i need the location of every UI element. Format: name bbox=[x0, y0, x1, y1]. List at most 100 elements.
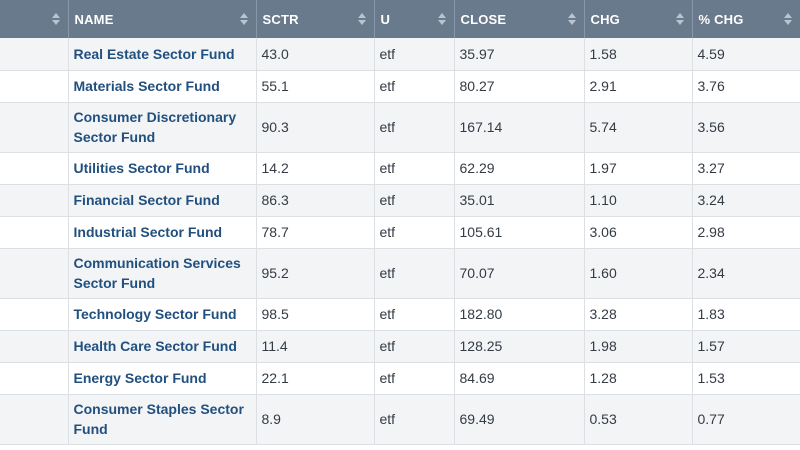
close-cell: 167.14 bbox=[454, 102, 585, 153]
sort-arrows-icon[interactable] bbox=[357, 13, 366, 25]
chg-cell: 1.58 bbox=[584, 38, 693, 71]
chg-cell: 1.28 bbox=[584, 362, 693, 395]
fund-name-link[interactable]: Health Care Sector Fund bbox=[73, 338, 237, 354]
fund-name-link[interactable]: Materials Sector Fund bbox=[73, 78, 220, 94]
column-header-name[interactable]: NAME bbox=[68, 0, 257, 38]
column-header-close[interactable]: CLOSE bbox=[454, 0, 585, 38]
sctr-cell: 11.4 bbox=[256, 330, 375, 363]
sctr-cell: 8.9 bbox=[256, 394, 375, 445]
fund-name-link[interactable]: Technology Sector Fund bbox=[73, 306, 237, 322]
table-row[interactable]: Technology Sector Fund 98.5 etf 182.80 3… bbox=[0, 298, 800, 331]
pct-chg-cell: 3.76 bbox=[692, 70, 800, 103]
column-header-close-label: CLOSE bbox=[460, 11, 507, 27]
table-row[interactable]: Real Estate Sector Fund 43.0 etf 35.97 1… bbox=[0, 38, 800, 71]
fund-name-link[interactable]: Communication Services Sector Fund bbox=[73, 255, 241, 291]
close-cell: 69.49 bbox=[454, 394, 585, 445]
fund-name-cell: Communication Services Sector Fund bbox=[68, 248, 257, 299]
fund-name-cell: Financial Sector Fund bbox=[68, 184, 257, 217]
fund-name-link[interactable]: Financial Sector Fund bbox=[73, 192, 220, 208]
table-header: NAME SCTR U CLOSE CHG % CHG bbox=[0, 0, 800, 38]
row-select-cell[interactable] bbox=[0, 184, 69, 217]
column-header-pct-chg-label: % CHG bbox=[698, 11, 744, 27]
sort-arrows-icon[interactable] bbox=[239, 13, 248, 25]
pct-chg-cell: 2.98 bbox=[692, 216, 800, 249]
row-select-cell[interactable] bbox=[0, 152, 69, 185]
chg-cell: 3.28 bbox=[584, 298, 693, 331]
table-row[interactable]: Industrial Sector Fund 78.7 etf 105.61 3… bbox=[0, 216, 800, 249]
column-header-pct-chg[interactable]: % CHG bbox=[692, 0, 800, 38]
sctr-cell: 55.1 bbox=[256, 70, 375, 103]
column-header-name-label: NAME bbox=[74, 11, 114, 27]
u-cell: etf bbox=[374, 152, 455, 185]
row-select-cell[interactable] bbox=[0, 248, 69, 299]
sort-arrows-icon[interactable] bbox=[675, 13, 684, 25]
table-row[interactable]: Consumer Discretionary Sector Fund 90.3 … bbox=[0, 102, 800, 153]
column-header-chg[interactable]: CHG bbox=[584, 0, 693, 38]
sort-arrows-icon[interactable] bbox=[783, 13, 792, 25]
fund-name-link[interactable]: Industrial Sector Fund bbox=[73, 224, 223, 240]
sort-arrows-icon[interactable] bbox=[437, 13, 446, 25]
fund-name-cell: Industrial Sector Fund bbox=[68, 216, 257, 249]
column-header-chg-label: CHG bbox=[590, 11, 620, 27]
fund-name-link[interactable]: Consumer Staples Sector Fund bbox=[73, 401, 244, 437]
table-row[interactable]: Financial Sector Fund 86.3 etf 35.01 1.1… bbox=[0, 184, 800, 217]
table-body: Real Estate Sector Fund 43.0 etf 35.97 1… bbox=[0, 38, 800, 445]
close-cell: 182.80 bbox=[454, 298, 585, 331]
fund-name-cell: Materials Sector Fund bbox=[68, 70, 257, 103]
sctr-cell: 98.5 bbox=[256, 298, 375, 331]
column-header-u-label: U bbox=[380, 11, 391, 27]
column-header-sctr[interactable]: SCTR bbox=[256, 0, 375, 38]
column-header-u[interactable]: U bbox=[374, 0, 455, 38]
pct-chg-cell: 2.34 bbox=[692, 248, 800, 299]
u-cell: etf bbox=[374, 330, 455, 363]
row-select-cell[interactable] bbox=[0, 216, 69, 249]
row-select-cell[interactable] bbox=[0, 362, 69, 395]
table-row[interactable]: Consumer Staples Sector Fund 8.9 etf 69.… bbox=[0, 394, 800, 445]
sctr-cell: 22.1 bbox=[256, 362, 375, 395]
fund-name-cell: Real Estate Sector Fund bbox=[68, 38, 257, 71]
fund-name-link[interactable]: Consumer Discretionary Sector Fund bbox=[73, 109, 237, 145]
row-select-cell[interactable] bbox=[0, 70, 69, 103]
pct-chg-cell: 1.53 bbox=[692, 362, 800, 395]
row-select-cell[interactable] bbox=[0, 102, 69, 153]
table-row[interactable]: Health Care Sector Fund 11.4 etf 128.25 … bbox=[0, 330, 800, 363]
u-cell: etf bbox=[374, 394, 455, 445]
sort-arrows-icon[interactable] bbox=[51, 13, 60, 25]
pct-chg-cell: 1.83 bbox=[692, 298, 800, 331]
column-header-sctr-label: SCTR bbox=[262, 11, 299, 27]
table-row[interactable]: Energy Sector Fund 22.1 etf 84.69 1.28 1… bbox=[0, 362, 800, 395]
chg-cell: 3.06 bbox=[584, 216, 693, 249]
chg-cell: 0.53 bbox=[584, 394, 693, 445]
pct-chg-cell: 3.27 bbox=[692, 152, 800, 185]
row-select-cell[interactable] bbox=[0, 298, 69, 331]
chg-cell: 1.60 bbox=[584, 248, 693, 299]
table-row[interactable]: Utilities Sector Fund 14.2 etf 62.29 1.9… bbox=[0, 152, 800, 185]
sctr-cell: 78.7 bbox=[256, 216, 375, 249]
fund-name-cell: Technology Sector Fund bbox=[68, 298, 257, 331]
column-header-select[interactable] bbox=[0, 0, 69, 38]
sctr-cell: 95.2 bbox=[256, 248, 375, 299]
row-select-cell[interactable] bbox=[0, 330, 69, 363]
row-select-cell[interactable] bbox=[0, 394, 69, 445]
u-cell: etf bbox=[374, 216, 455, 249]
close-cell: 128.25 bbox=[454, 330, 585, 363]
fund-name-link[interactable]: Utilities Sector Fund bbox=[73, 160, 210, 176]
pct-chg-cell: 3.24 bbox=[692, 184, 800, 217]
sort-arrows-icon[interactable] bbox=[567, 13, 576, 25]
fund-name-link[interactable]: Energy Sector Fund bbox=[73, 370, 207, 386]
chg-cell: 2.91 bbox=[584, 70, 693, 103]
table-row[interactable]: Materials Sector Fund 55.1 etf 80.27 2.9… bbox=[0, 70, 800, 103]
sctr-cell: 90.3 bbox=[256, 102, 375, 153]
u-cell: etf bbox=[374, 38, 455, 71]
fund-name-cell: Utilities Sector Fund bbox=[68, 152, 257, 185]
fund-name-link[interactable]: Real Estate Sector Fund bbox=[73, 45, 235, 62]
row-select-cell[interactable] bbox=[0, 38, 69, 71]
sctr-cell: 43.0 bbox=[256, 38, 375, 71]
pct-chg-cell: 3.56 bbox=[692, 102, 800, 153]
pct-chg-cell: 0.77 bbox=[692, 394, 800, 445]
header-row: NAME SCTR U CLOSE CHG % CHG bbox=[0, 0, 800, 38]
fund-name-cell: Health Care Sector Fund bbox=[68, 330, 257, 363]
table-row[interactable]: Communication Services Sector Fund 95.2 … bbox=[0, 248, 800, 299]
close-cell: 84.69 bbox=[454, 362, 585, 395]
